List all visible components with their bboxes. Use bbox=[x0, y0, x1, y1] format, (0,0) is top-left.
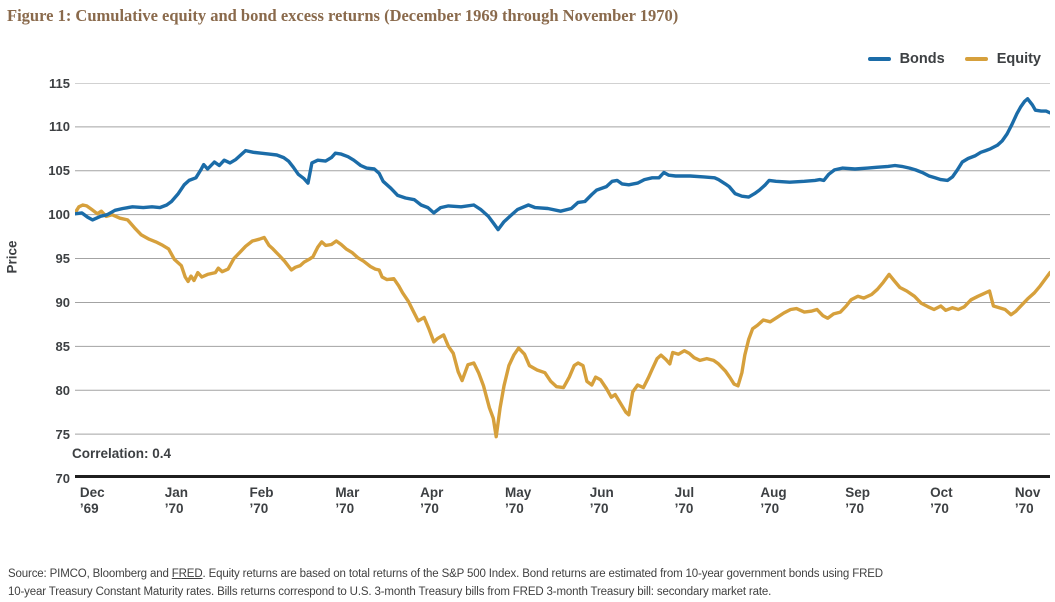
x-tick-month: Mar bbox=[335, 485, 360, 500]
y-tick-label: 90 bbox=[55, 294, 70, 310]
x-tick-label: Jan ’70 bbox=[165, 485, 188, 517]
x-tick-year: ’69 bbox=[79, 501, 99, 516]
x-tick-label: Jul ’70 bbox=[675, 485, 695, 517]
correlation-annotation: Correlation: 0.4 bbox=[72, 446, 172, 461]
x-tick-year: ’70 bbox=[164, 501, 184, 516]
y-tick-label: 110 bbox=[49, 119, 70, 135]
x-tick-month: Nov bbox=[1014, 485, 1041, 500]
x-tick-month: Feb bbox=[249, 485, 274, 500]
x-tick-month: Dec bbox=[79, 485, 105, 500]
source-note-line2: 10-year Treasury Constant Maturity rates… bbox=[8, 586, 772, 598]
x-tick-label: Feb ’70 bbox=[250, 485, 274, 517]
y-tick-label: 70 bbox=[55, 470, 70, 486]
x-tick-month: Jan bbox=[164, 485, 188, 500]
y-axis-title: Price bbox=[4, 240, 20, 274]
x-tick-year: ’70 bbox=[845, 501, 865, 516]
x-tick-label: Dec ’69 bbox=[80, 485, 105, 517]
x-tick-year: ’70 bbox=[589, 501, 609, 516]
x-tick-year: ’70 bbox=[504, 501, 524, 516]
x-tick-month: Jun bbox=[589, 485, 614, 500]
legend-item-bonds: Bonds bbox=[867, 51, 945, 67]
y-tick-label: 95 bbox=[55, 251, 70, 267]
x-tick-label: Sep ’70 bbox=[845, 485, 870, 517]
legend-label-equity: Equity bbox=[996, 51, 1041, 67]
x-tick-month: May bbox=[504, 485, 532, 500]
x-tick-label: Aug ’70 bbox=[760, 485, 786, 517]
x-tick-year: ’70 bbox=[335, 501, 355, 516]
bonds-line-swatch-icon bbox=[867, 57, 891, 61]
y-tick-label: 100 bbox=[48, 207, 70, 223]
chart-canvas bbox=[75, 83, 1050, 478]
x-tick-label: Oct ’70 bbox=[930, 485, 953, 517]
x-tick-month: Sep bbox=[845, 485, 871, 500]
figure-title: Figure 1: Cumulative equity and bond exc… bbox=[7, 6, 679, 25]
source-note: Source: PIMCO, Bloomberg and FRED. Equit… bbox=[8, 565, 1053, 601]
x-tick-year: ’70 bbox=[674, 501, 694, 516]
source-note-line1: Source: PIMCO, Bloomberg and FRED. Equit… bbox=[8, 565, 1053, 583]
fred-link[interactable]: FRED bbox=[171, 568, 203, 580]
x-tick-label: Apr ’70 bbox=[420, 485, 443, 517]
x-tick-month: Oct bbox=[930, 485, 953, 500]
y-tick-label: 85 bbox=[55, 338, 70, 354]
equity-line-swatch-icon bbox=[964, 57, 988, 61]
x-tick-label: May ’70 bbox=[505, 485, 531, 517]
chart-legend: Bonds Equity bbox=[867, 51, 1041, 67]
x-tick-label: Jun ’70 bbox=[590, 485, 614, 517]
x-tick-year: ’70 bbox=[249, 501, 269, 516]
legend-label-bonds: Bonds bbox=[899, 51, 945, 67]
source-note-line1-rest: . Equity returns are based on total retu… bbox=[202, 568, 883, 580]
x-tick-month: Apr bbox=[420, 485, 444, 500]
x-tick-year: ’70 bbox=[1014, 501, 1034, 516]
x-tick-label: Nov ’70 bbox=[1015, 485, 1041, 517]
x-tick-month: Jul bbox=[674, 485, 695, 500]
y-tick-label: 75 bbox=[55, 426, 70, 442]
legend-item-equity: Equity bbox=[964, 51, 1041, 67]
x-tick-year: ’70 bbox=[420, 501, 439, 516]
plot-area bbox=[75, 83, 1050, 478]
x-tick-month: Aug bbox=[760, 485, 787, 500]
y-tick-label: 115 bbox=[49, 75, 70, 91]
x-tick-year: ’70 bbox=[930, 501, 949, 516]
bonds-line bbox=[75, 97, 1050, 232]
equity-line bbox=[75, 203, 1050, 439]
y-tick-label: 80 bbox=[55, 382, 70, 398]
source-note-prefix: Source: PIMCO, Bloomberg and bbox=[8, 568, 172, 580]
x-tick-label: Mar ’70 bbox=[335, 485, 359, 517]
y-tick-label: 105 bbox=[48, 163, 70, 179]
x-tick-year: ’70 bbox=[760, 501, 780, 516]
